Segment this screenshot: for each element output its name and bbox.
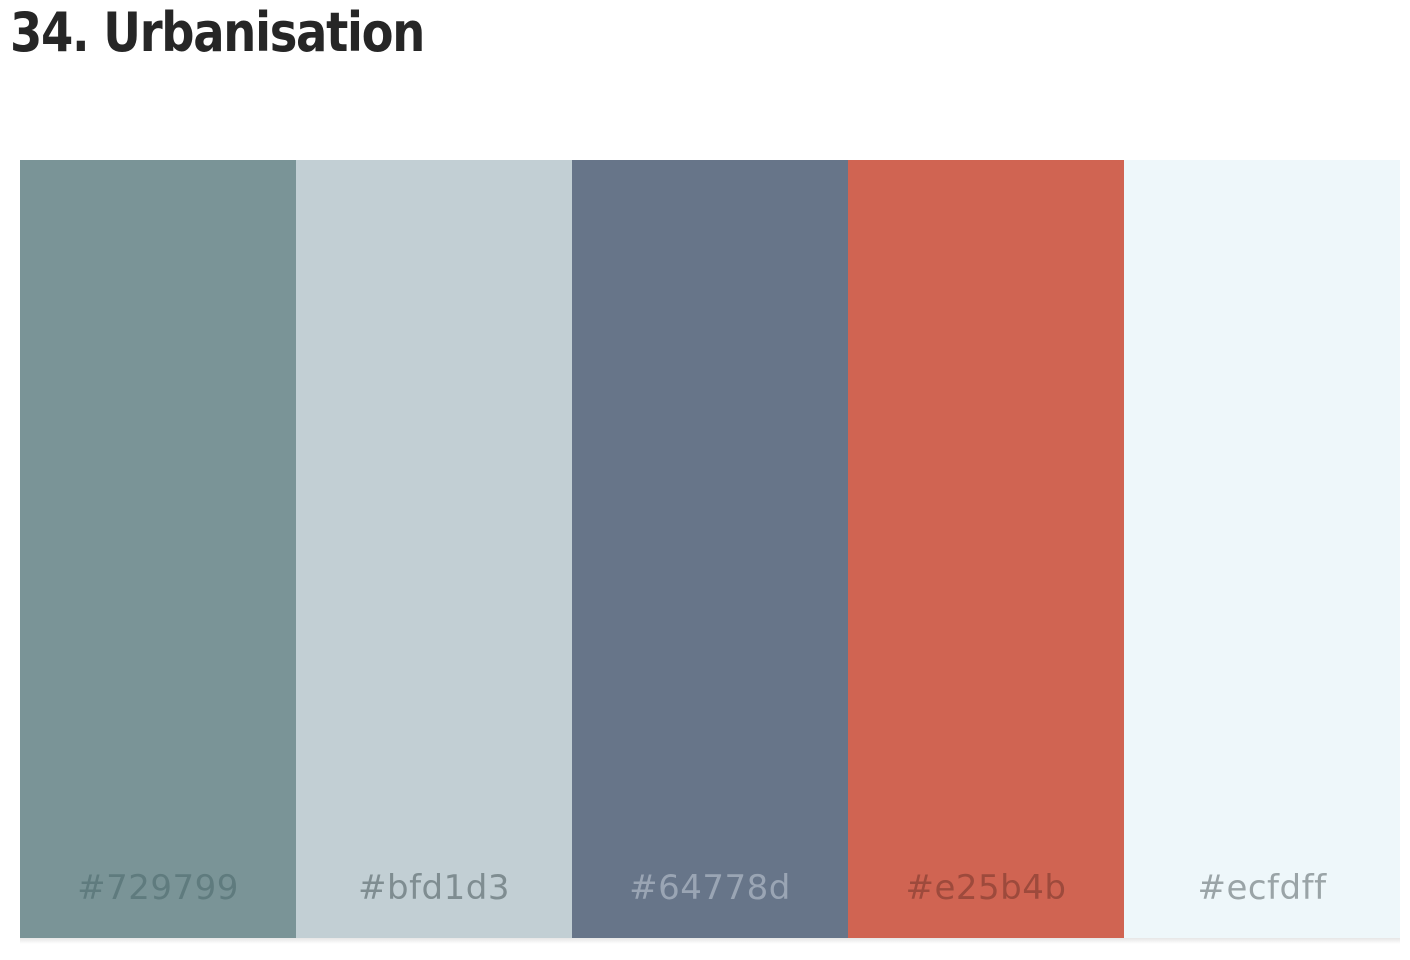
color-swatch-1[interactable]: #729799: [20, 160, 296, 938]
palette-shadow: [20, 938, 1400, 944]
swatch-hex-label: #64778d: [629, 868, 791, 908]
page-title: 34. Urbanisation: [10, 1, 425, 64]
swatch-hex-label: #729799: [77, 868, 239, 908]
swatch-hex-label: #e25b4b: [905, 868, 1067, 908]
color-swatch-2[interactable]: #bfd1d3: [296, 160, 572, 938]
color-palette: #729799 #bfd1d3 #64778d #e25b4b #ecfdff: [20, 160, 1400, 938]
color-swatch-4[interactable]: #e25b4b: [848, 160, 1124, 938]
swatch-hex-label: #bfd1d3: [358, 868, 510, 908]
color-swatch-5[interactable]: #ecfdff: [1124, 160, 1400, 938]
swatch-hex-label: #ecfdff: [1197, 868, 1327, 908]
color-swatch-3[interactable]: #64778d: [572, 160, 848, 938]
